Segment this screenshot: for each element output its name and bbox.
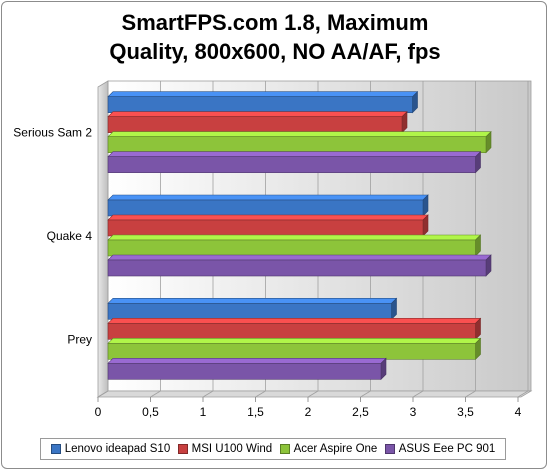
x-tick-label: 2	[305, 405, 312, 419]
bar	[107, 136, 487, 153]
bar-top	[107, 214, 429, 221]
bar-top	[107, 111, 408, 117]
legend-swatch	[50, 444, 61, 454]
bar	[107, 363, 382, 380]
legend-label: ASUS Eee PC 901	[398, 443, 496, 455]
bar	[107, 259, 487, 277]
bar-top	[107, 338, 482, 344]
legend-label: MSI U100 Wind	[191, 443, 273, 455]
legend: Lenovo ideapad S10 MSI U100 Wind Acer Aspi…	[40, 438, 506, 460]
floor-gridline	[412, 390, 424, 398]
bar-top	[107, 358, 387, 364]
bar-top	[107, 194, 429, 201]
plot-wall-left	[97, 80, 109, 398]
legend-swatch	[384, 444, 395, 454]
legend-label: Lenovo ideapad S10	[64, 443, 171, 455]
legend-item: Lenovo ideapad S10	[50, 443, 171, 455]
bar	[107, 219, 424, 237]
bar	[107, 303, 392, 320]
legend-item: Acer Aspire One	[279, 443, 378, 455]
bar	[107, 116, 403, 133]
floor-gridline	[517, 390, 529, 398]
bar-top	[107, 298, 398, 304]
bar	[107, 323, 476, 340]
bar	[107, 96, 413, 113]
x-tick-label: 2,5	[352, 405, 369, 419]
floor-gridline	[97, 390, 109, 398]
legend-label: Acer Aspire One	[293, 443, 378, 455]
floor-gridline	[202, 390, 214, 398]
legend-item: MSI U100 Wind	[177, 443, 273, 455]
x-tick-label: 0	[95, 405, 102, 419]
floor-gridline	[360, 390, 371, 398]
bar-top	[107, 234, 482, 241]
chart-title-line-1: SmartFPS.com 1.8, Maximum	[121, 10, 429, 35]
floor-gridline	[150, 390, 161, 398]
bar-top	[107, 254, 492, 261]
chart-title-line-2: Quality, 800x600, NO AA/AF, fps	[109, 39, 441, 64]
y-category-label: Serious Sam 2	[13, 126, 92, 140]
bar	[107, 199, 424, 217]
y-category-label: Quake 4	[47, 229, 93, 243]
bar	[107, 156, 476, 173]
bar	[107, 239, 476, 257]
y-category-label: Prey	[67, 332, 92, 346]
chart-title: SmartFPS.com 1.8, Maximum Quality, 800x6…	[0, 8, 550, 66]
bar-top	[107, 131, 492, 137]
floor-gridline	[307, 390, 319, 398]
bar	[107, 343, 476, 360]
legend-swatch	[177, 444, 188, 454]
floor-gridline	[255, 390, 266, 398]
x-tick-label: 0,5	[142, 405, 159, 419]
bar-top	[107, 318, 482, 324]
legend-item: ASUS Eee PC 901	[384, 443, 496, 455]
bar-top	[107, 151, 482, 157]
floor-gridline	[465, 390, 476, 398]
legend-swatch	[279, 444, 290, 454]
plot-floor	[96, 390, 533, 398]
x-tick-label: 1	[200, 405, 207, 419]
x-tick-label: 3	[410, 405, 417, 419]
x-tick-label: 4	[515, 405, 522, 419]
bar-top	[107, 91, 419, 97]
x-tick-label: 3,5	[457, 405, 474, 419]
x-tick-label: 1,5	[247, 405, 264, 419]
